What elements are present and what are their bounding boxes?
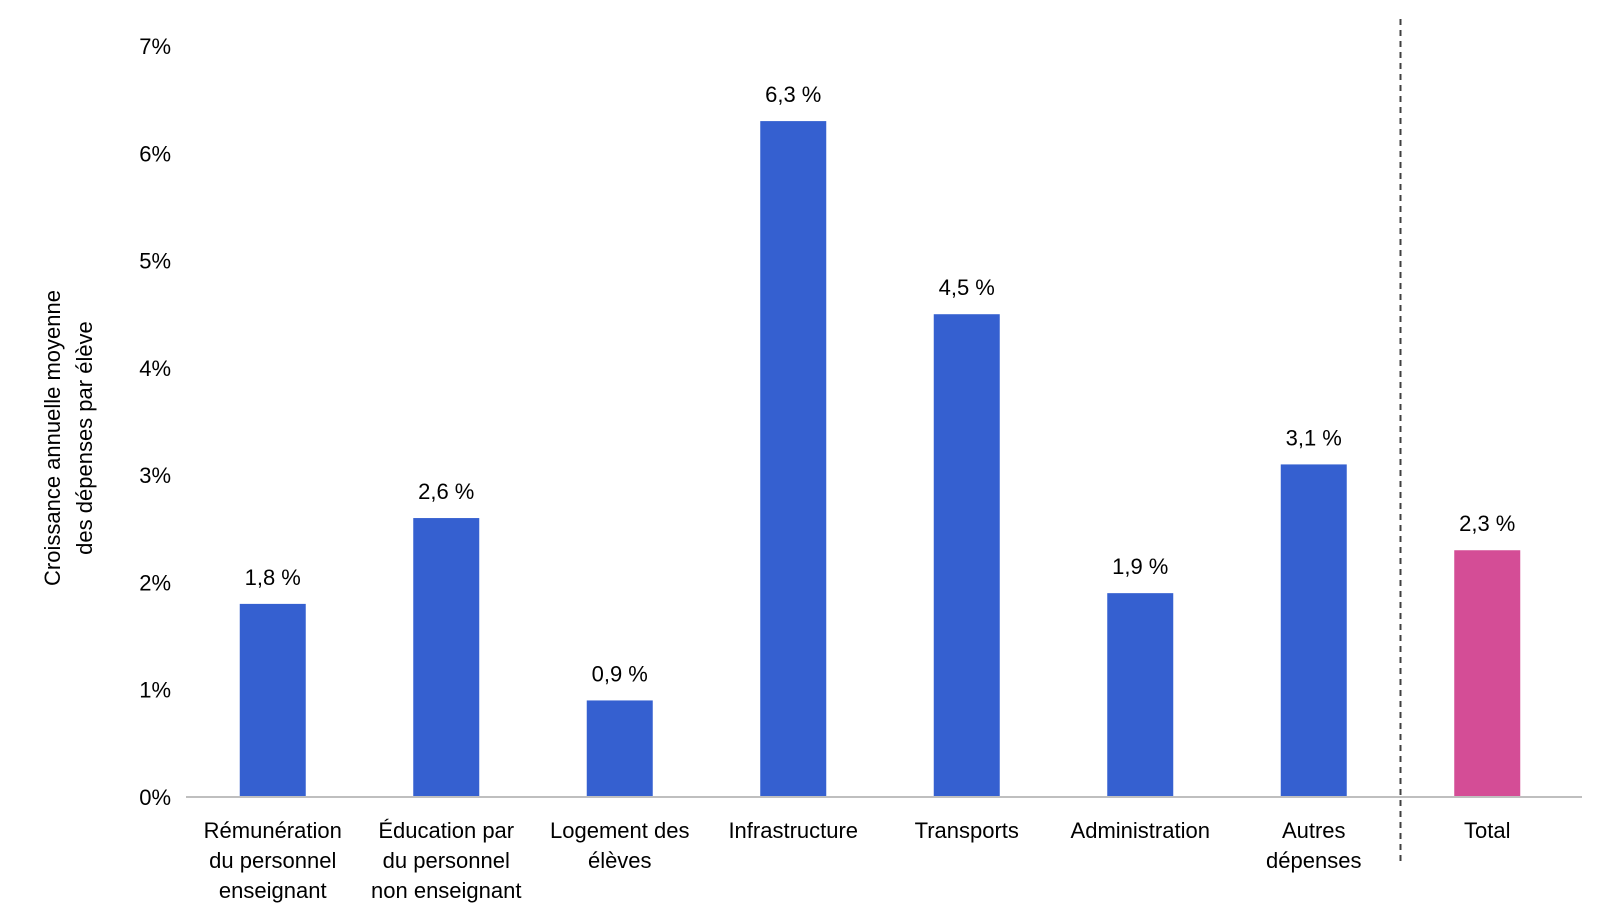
- x-category-label: Transports: [915, 818, 1019, 843]
- bar: [933, 314, 1000, 797]
- x-category-label-line: Administration: [1071, 818, 1210, 843]
- bars: [239, 121, 1521, 798]
- data-label: 1,9 %: [1112, 554, 1168, 579]
- data-labels: 1,8 % 2,6 % 0,9 % 6,3 % 4,5 % 1,9 % 3,1 % 2,3 %: [245, 82, 1516, 686]
- bar: [760, 121, 827, 798]
- x-category-label-line: Logement des: [550, 818, 689, 843]
- bar: [413, 518, 480, 797]
- x-category-label-line: du personnel: [383, 848, 510, 873]
- x-category-label-line: Total: [1464, 818, 1510, 843]
- data-label: 4,5 %: [939, 275, 995, 300]
- x-category-label-line: Éducation par: [378, 818, 514, 843]
- y-tick-label: 5%: [139, 249, 171, 274]
- x-category-label: Autres dépenses: [1266, 818, 1361, 873]
- y-tick-label: 3%: [139, 463, 171, 488]
- y-tick-label: 6%: [139, 141, 171, 166]
- y-tick-label: 2%: [139, 570, 171, 595]
- x-category-label-line: Autres: [1282, 818, 1346, 843]
- y-axis-title-line: des dépenses par élève: [72, 321, 97, 555]
- bar: [586, 700, 653, 797]
- data-label: 2,3 %: [1459, 511, 1515, 536]
- x-category-label: Rémunération du personnel enseignant: [204, 818, 342, 903]
- bar-total: [1454, 550, 1521, 797]
- data-label: 2,6 %: [418, 479, 474, 504]
- x-category-label-line: du personnel: [209, 848, 336, 873]
- data-label: 0,9 %: [592, 661, 648, 686]
- data-label: 1,8 %: [245, 565, 301, 590]
- x-category-label-line: Transports: [915, 818, 1019, 843]
- bar: [239, 603, 306, 797]
- y-axis-title: Croissance annuelle moyenne des dépenses …: [40, 290, 97, 586]
- y-axis-title-line: Croissance annuelle moyenne: [40, 290, 65, 586]
- bar: [1107, 593, 1174, 797]
- x-category-label: Éducation par du personnel non enseignant: [371, 818, 521, 903]
- axes: [186, 19, 1582, 862]
- x-category-label-line: enseignant: [219, 878, 327, 903]
- y-axis-ticks: 0% 1% 2% 3% 4% 5% 6% 7%: [139, 34, 171, 810]
- x-category-label: Logement des élèves: [550, 818, 689, 873]
- x-category-label-line: Infrastructure: [728, 818, 858, 843]
- data-label: 6,3 %: [765, 82, 821, 107]
- y-axis-title-text: Croissance annuelle moyenne des dépenses …: [40, 290, 97, 586]
- y-tick-label: 4%: [139, 356, 171, 381]
- data-label: 3,1 %: [1286, 425, 1342, 450]
- x-category-label: Total: [1464, 818, 1510, 843]
- x-axis-labels: Rémunération du personnel enseignant Éducat…: [204, 818, 1511, 903]
- x-category-label-line: non enseignant: [371, 878, 521, 903]
- x-category-label: Administration: [1071, 818, 1210, 843]
- y-tick-label: 0%: [139, 785, 171, 810]
- x-category-label-line: Rémunération: [204, 818, 342, 843]
- y-tick-label: 7%: [139, 34, 171, 59]
- x-category-label-line: dépenses: [1266, 848, 1361, 873]
- x-category-label: Infrastructure: [728, 818, 858, 843]
- y-tick-label: 1%: [139, 678, 171, 703]
- x-category-label-line: élèves: [588, 848, 652, 873]
- bar: [1280, 464, 1347, 797]
